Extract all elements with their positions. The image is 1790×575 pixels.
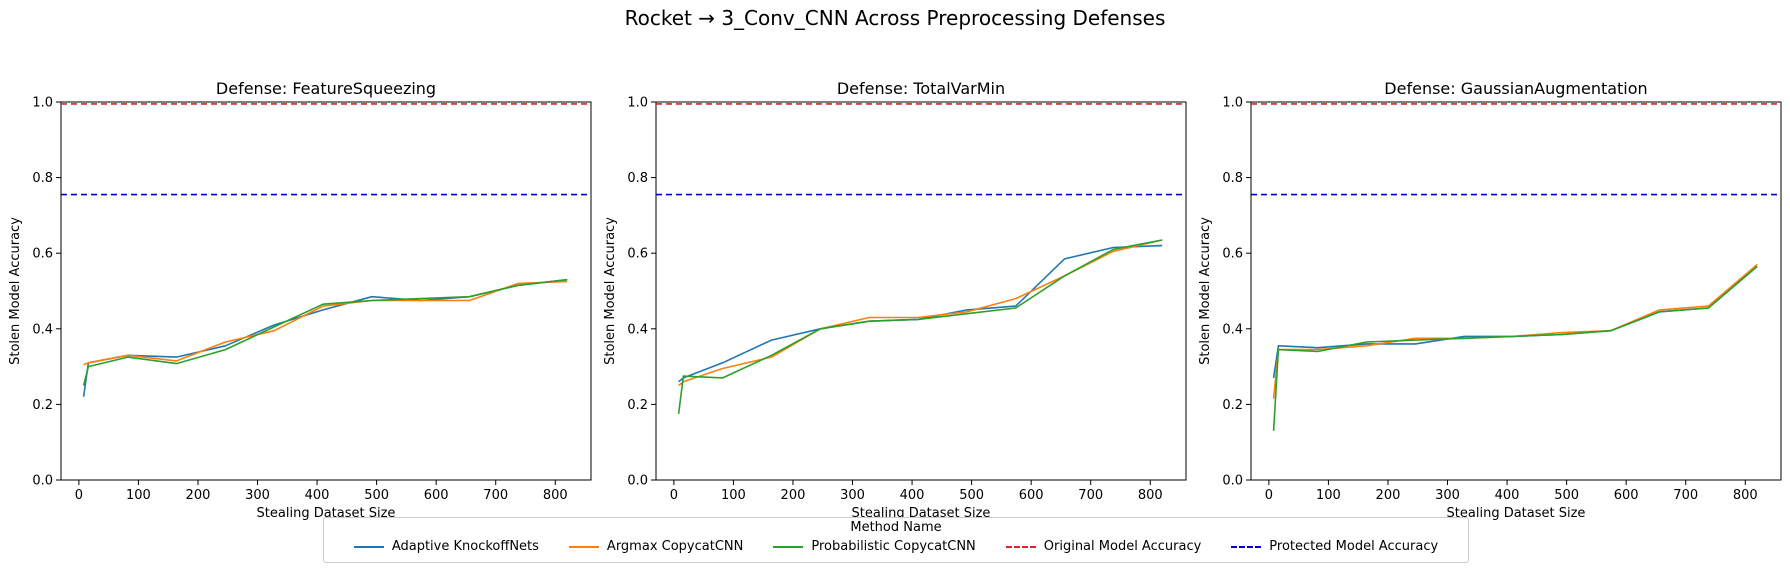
x-tick-label: 100 [1316, 488, 1341, 503]
x-tick-label: 200 [186, 488, 211, 503]
x-tick-label: 300 [1435, 488, 1460, 503]
y-tick-label: 1.0 [627, 96, 648, 111]
series-line-probabilistic-copycatcnn [1272, 265, 1758, 431]
y-tick-label: 1.0 [1222, 96, 1243, 111]
legend-label: Protected Model Accuracy [1269, 539, 1439, 554]
y-tick-label: 0.8 [32, 171, 53, 186]
legend-label: Adaptive KnockoffNets [391, 539, 539, 554]
x-tick-label: 600 [1019, 488, 1044, 503]
y-axis-label: Stolen Model Accuracy [603, 217, 618, 365]
x-tick-label: 700 [1673, 488, 1698, 503]
series-line-argmax-copycatcnn [1272, 263, 1758, 399]
y-tick-label: 0.6 [1222, 247, 1243, 262]
y-tick-label: 0.4 [1222, 322, 1243, 337]
x-axis-label: Stealing Dataset Size [1447, 506, 1586, 521]
legend-swatch [773, 545, 804, 548]
legend-item: Protected Model Accuracy [1231, 539, 1438, 554]
y-tick-label: 0.8 [627, 171, 648, 186]
legend-label: Probabilistic CopycatCNN [811, 539, 976, 554]
y-tick-label: 0.2 [627, 398, 648, 413]
x-tick-label: 400 [305, 488, 330, 503]
x-tick-label: 500 [959, 488, 984, 503]
panel-title: Defense: TotalVarMin [837, 79, 1005, 98]
legend-item: Probabilistic CopycatCNN [773, 539, 976, 554]
y-tick-label: 0.0 [627, 474, 648, 489]
x-tick-label: 400 [900, 488, 925, 503]
y-axis-label: Stolen Model Accuracy [8, 217, 23, 365]
legend-item: Original Model Accuracy [1005, 539, 1202, 554]
y-tick-label: 0.2 [1222, 398, 1243, 413]
y-tick-label: 0.6 [32, 247, 53, 262]
y-tick-label: 0.0 [1222, 474, 1243, 489]
series-line-probabilistic-copycatcnn [677, 239, 1163, 415]
x-tick-label: 600 [1614, 488, 1639, 503]
legend-items: Adaptive KnockoffNets Argmax CopycatCNN Pr… [324, 539, 1468, 554]
legend-swatch [1231, 545, 1262, 548]
panel-title: Defense: GaussianAugmentation [1384, 79, 1647, 98]
legend-swatch [568, 545, 599, 548]
legend-item: Adaptive KnockoffNets [353, 539, 539, 554]
y-tick-label: 0.4 [32, 322, 53, 337]
y-axis-label: Stolen Model Accuracy [1198, 217, 1213, 365]
x-tick-label: 0 [670, 488, 678, 503]
series-line-adaptive-knockoffnets [1272, 265, 1758, 379]
legend-label: Original Model Accuracy [1043, 539, 1202, 554]
x-tick-label: 500 [1554, 488, 1579, 503]
y-tick-label: 0.8 [1222, 171, 1243, 186]
axes-frame-3 [1250, 101, 1782, 481]
x-tick-label: 100 [126, 488, 151, 503]
figure-title: Rocket → 3_Conv_CNN Across Preprocessing… [625, 6, 1166, 30]
x-tick-label: 700 [483, 488, 508, 503]
x-tick-label: 400 [1495, 488, 1520, 503]
x-tick-label: 700 [1078, 488, 1103, 503]
x-tick-label: 800 [543, 488, 568, 503]
x-tick-label: 200 [781, 488, 806, 503]
series-line-argmax-copycatcnn [83, 280, 568, 366]
series-line-adaptive-knockoffnets [82, 278, 568, 397]
y-tick-label: 0.2 [32, 398, 53, 413]
x-tick-label: 300 [840, 488, 865, 503]
panel-title: Defense: FeatureSqueezing [216, 79, 436, 98]
y-tick-label: 1.0 [32, 96, 53, 111]
x-tick-label: 600 [424, 488, 449, 503]
legend-title: Method Name [850, 520, 942, 535]
x-tick-label: 0 [75, 488, 83, 503]
x-tick-label: 500 [364, 488, 389, 503]
legend: Method Name Adaptive KnockoffNets Argmax … [323, 517, 1469, 563]
series-line-probabilistic-copycatcnn [82, 278, 568, 386]
x-tick-label: 200 [1376, 488, 1401, 503]
y-tick-label: 0.0 [32, 474, 53, 489]
axes-frame-2 [655, 101, 1187, 481]
y-tick-label: 0.6 [627, 247, 648, 262]
legend-label: Argmax CopycatCNN [606, 539, 744, 554]
legend-swatch [353, 545, 384, 548]
x-tick-label: 100 [721, 488, 746, 503]
legend-item: Argmax CopycatCNN [568, 539, 744, 554]
legend-swatch [1005, 545, 1036, 548]
x-tick-label: 300 [245, 488, 270, 503]
x-tick-label: 800 [1138, 488, 1163, 503]
x-tick-label: 800 [1733, 488, 1758, 503]
axes-frame-1 [60, 101, 592, 481]
x-tick-label: 0 [1265, 488, 1273, 503]
y-tick-label: 0.4 [627, 322, 648, 337]
